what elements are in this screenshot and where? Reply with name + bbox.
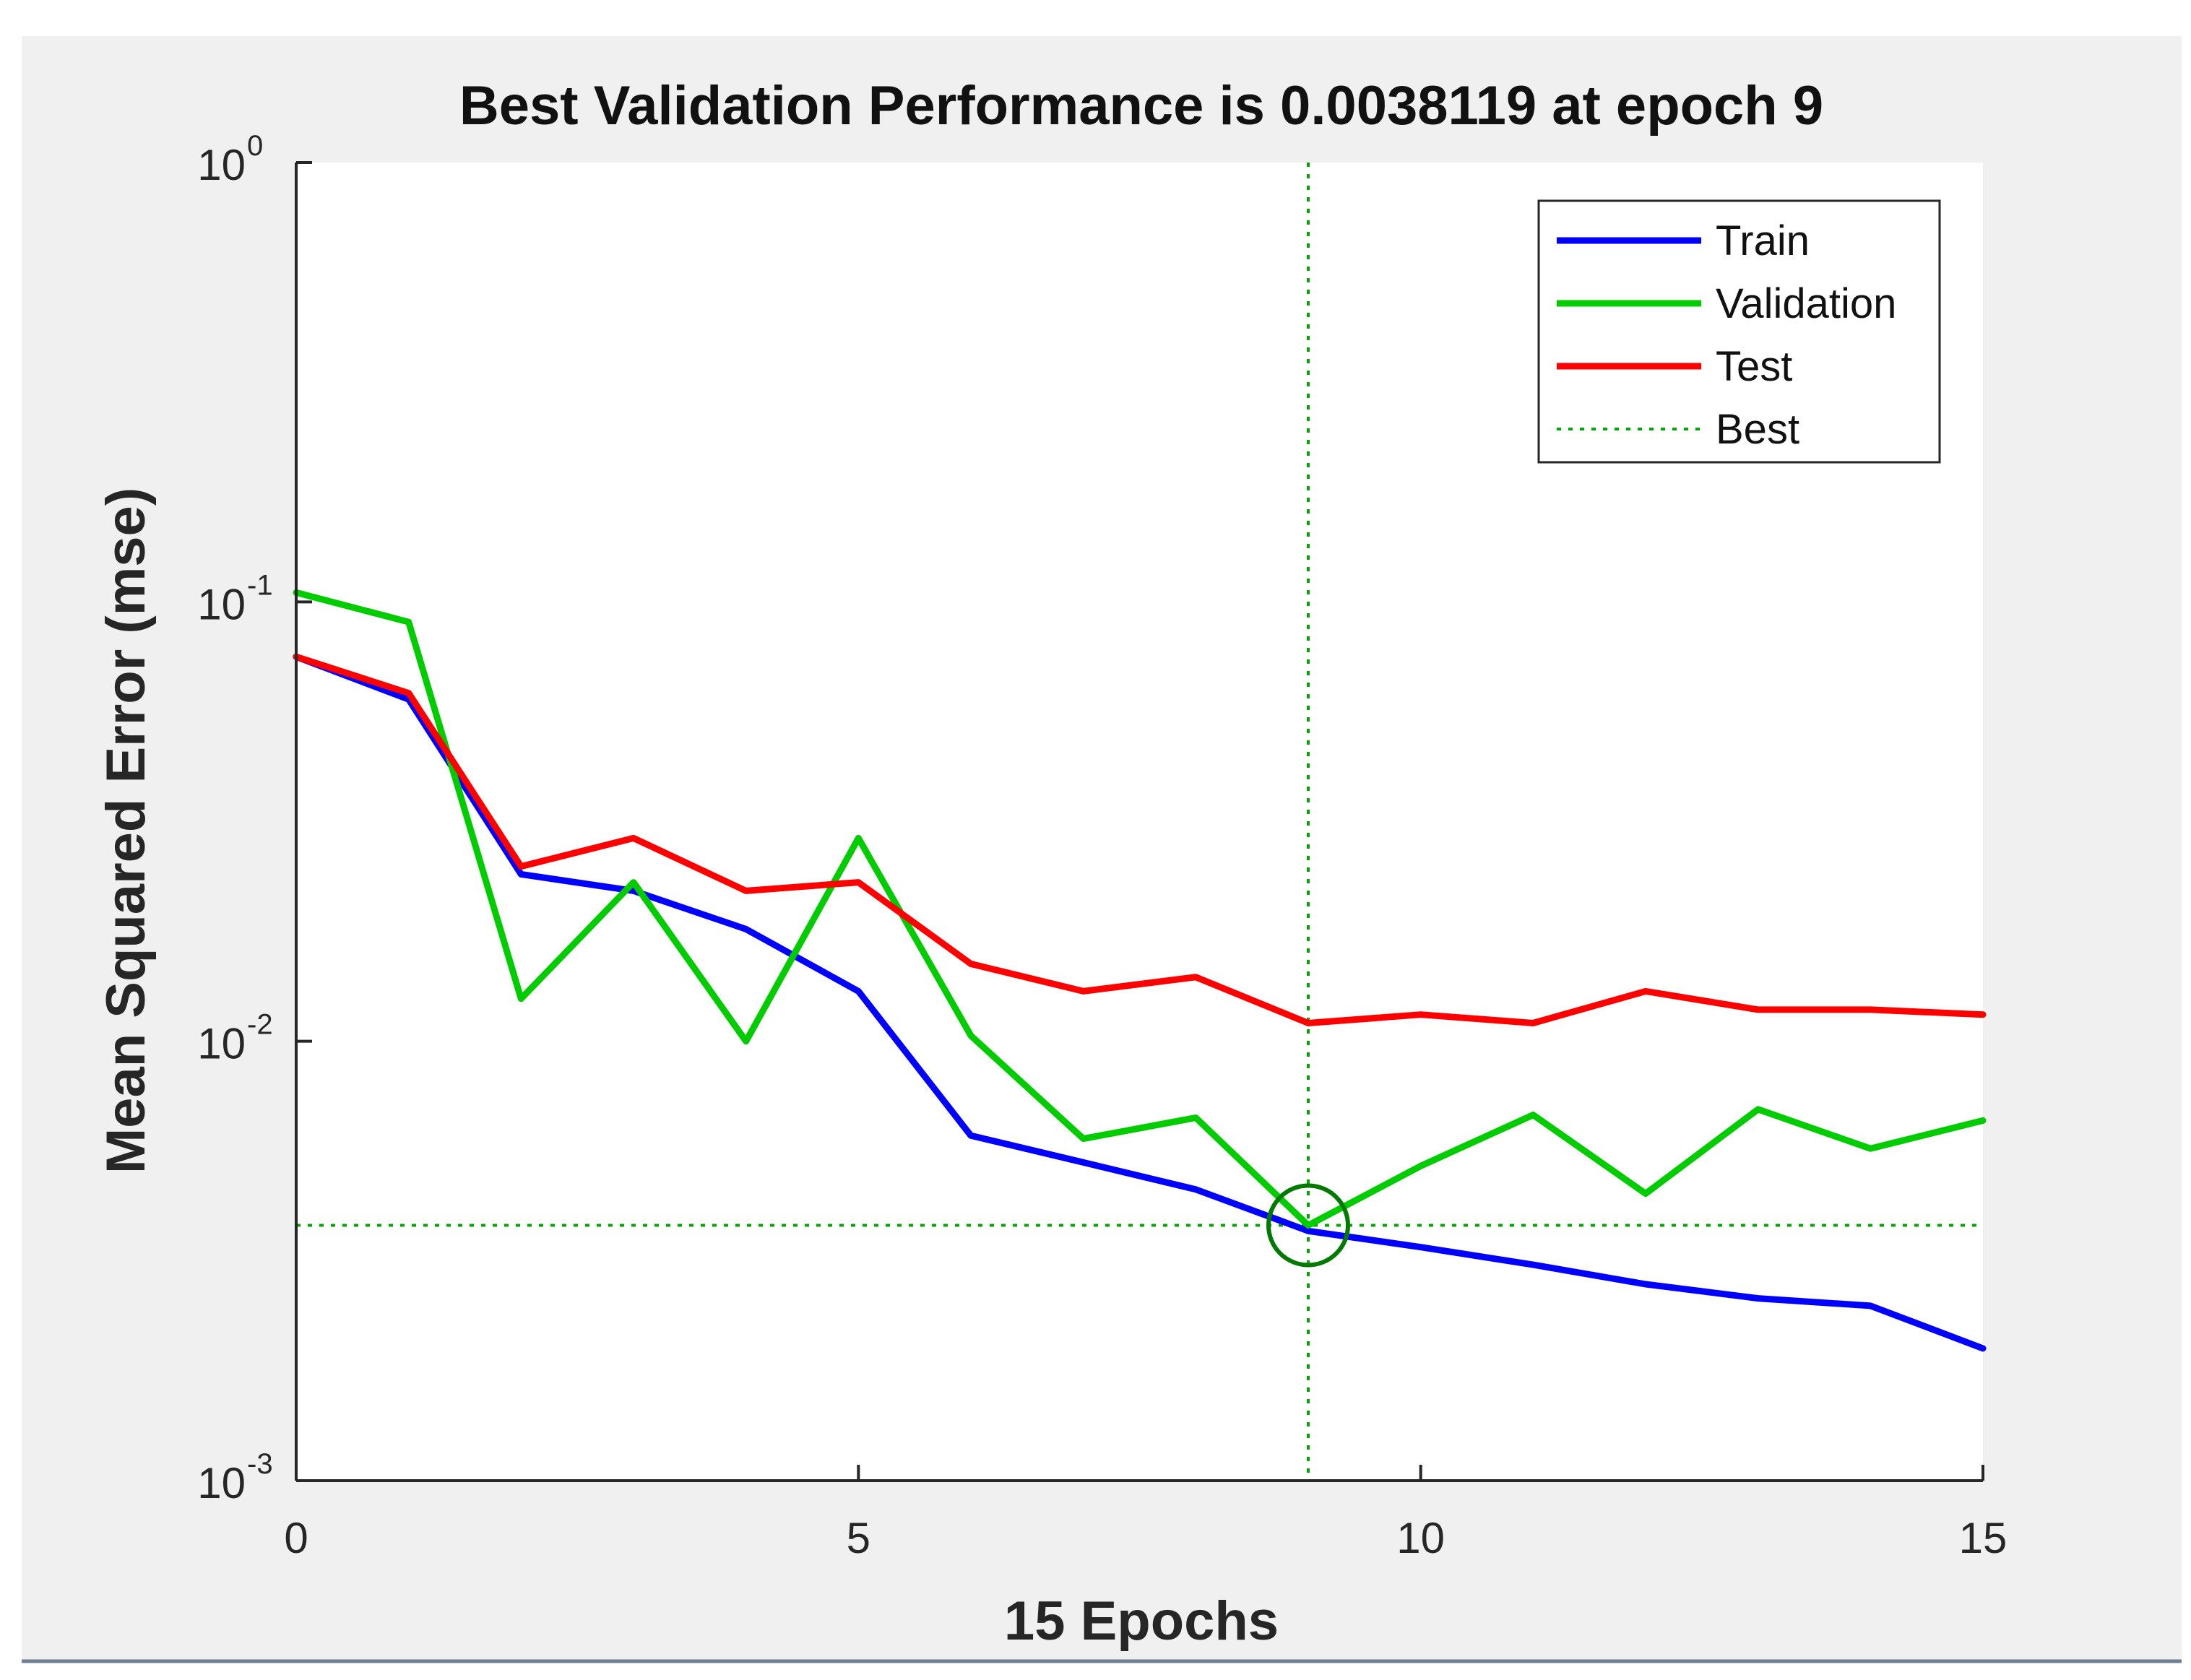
y-tick-label: 10 [197,141,246,189]
x-tick-label: 15 [1959,1514,2008,1562]
x-tick-label: 5 [847,1514,870,1562]
legend-label-best: Best [1716,406,1799,453]
best-point-marker [1266,1183,1350,1268]
series-line-test [293,653,1987,1026]
x-tick-label: 0 [284,1514,308,1562]
series-line-validation [293,589,1987,1229]
y-tick-label: 10 [197,1459,246,1507]
axes-frame [295,163,1983,1482]
y-tick-exponent: -2 [247,1009,273,1041]
x-axis-ticks: 0 5 10 15 [284,1465,2007,1562]
x-tick-label: 10 [1396,1514,1445,1562]
y-tick-label: 10 [197,1020,246,1068]
legend-label-validation: Validation [1716,280,1896,327]
y-tick-exponent: -3 [247,1448,273,1480]
y-tick-exponent: 0 [247,130,263,162]
chart-title: Best Validation Performance is 0.0038119… [459,75,1823,137]
legend: Train Validation Test Best [1537,199,1941,464]
legend-label-test: Test [1716,343,1792,390]
legend-label-train: Train [1716,217,1810,264]
x-axis-label: 15 Epochs [1004,1590,1279,1652]
best-markers [296,163,1983,1481]
legend-box [1537,199,1941,464]
series-lines [293,589,1987,1352]
series-line-train [293,653,1987,1352]
y-tick-exponent: -1 [247,569,273,601]
y-axis-label: Mean Squared Error (mse) [95,488,157,1174]
y-tick-label: 10 [197,580,246,628]
